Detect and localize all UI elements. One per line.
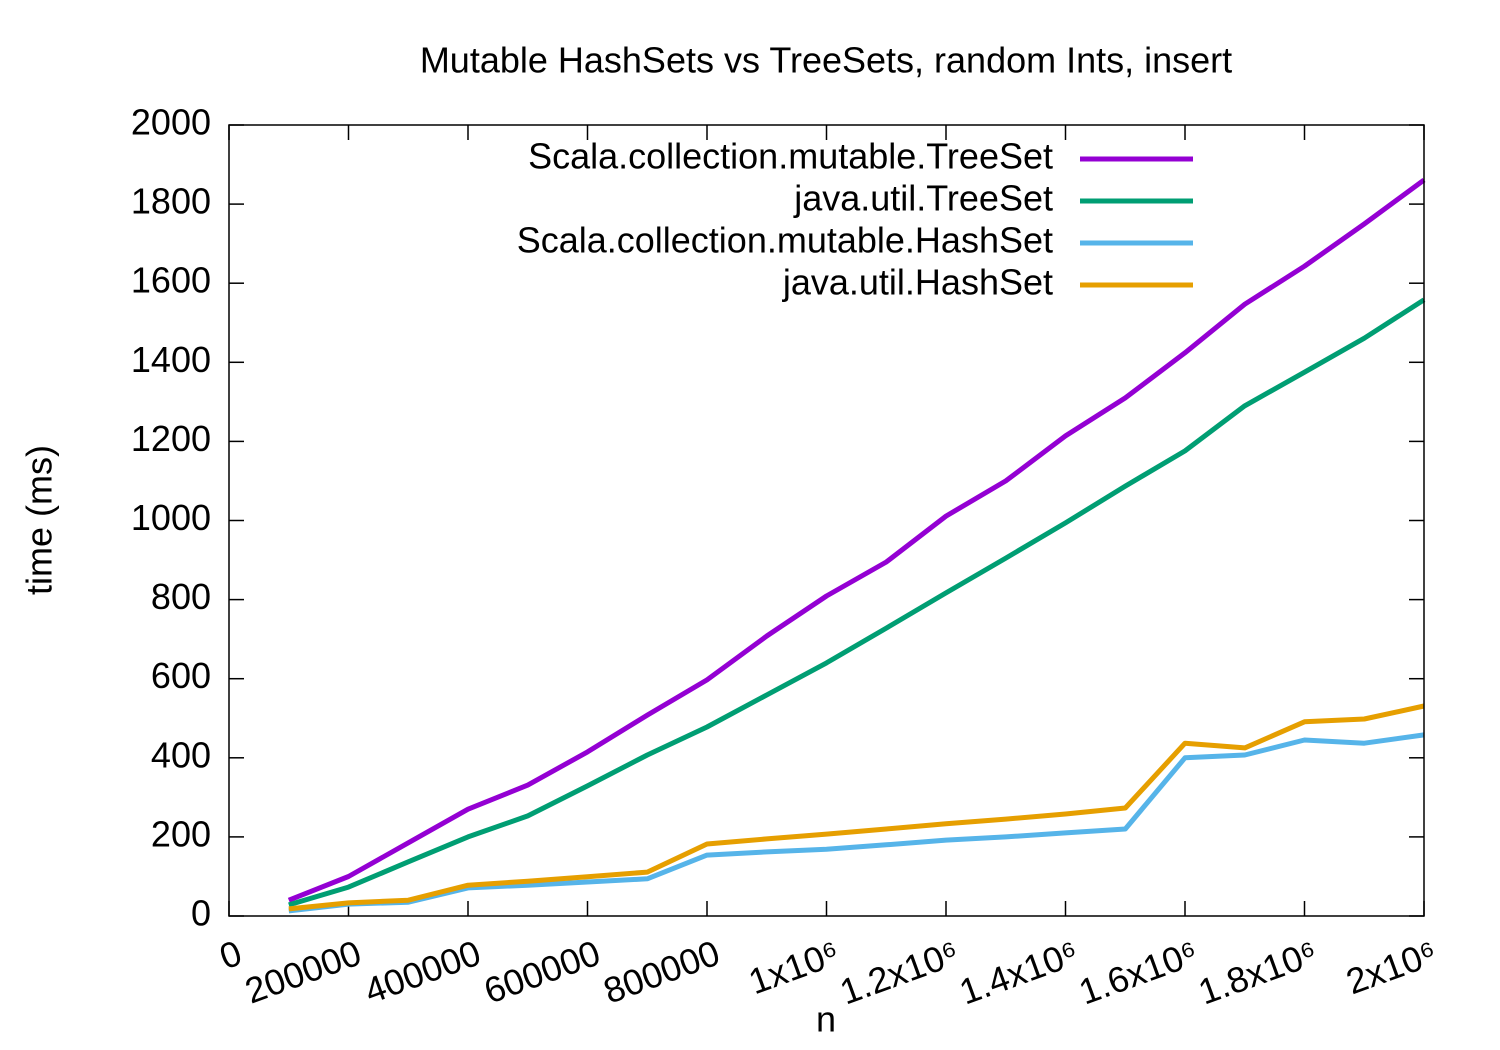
series-line <box>288 703 1425 912</box>
legend-label: Scala.collection.mutable.TreeSet <box>528 136 1053 177</box>
legend-label: java.util.TreeSet <box>793 178 1053 219</box>
y-tick-label: 1800 <box>131 181 211 222</box>
y-tick-label: 1200 <box>131 418 211 459</box>
y-tick-label: 1400 <box>131 339 211 380</box>
y-tick-label: 400 <box>151 734 211 775</box>
legend-label: Scala.collection.mutable.HashSet <box>517 220 1053 261</box>
y-tick-label: 1600 <box>131 260 211 301</box>
y-tick-label: 200 <box>151 813 211 854</box>
series-line <box>288 297 1426 908</box>
y-axis-label: time (ms) <box>19 445 60 595</box>
y-tick-label: 1000 <box>131 497 211 538</box>
y-tick-label: 2000 <box>131 102 211 143</box>
chart-title: Mutable HashSets vs TreeSets, random Int… <box>420 40 1232 81</box>
y-tick-label: 800 <box>151 576 211 617</box>
y-tick-label: 0 <box>191 893 211 934</box>
legend-label: java.util.HashSet <box>782 262 1053 303</box>
y-tick-label: 600 <box>151 655 211 696</box>
x-axis-label: n <box>816 999 836 1040</box>
series-line <box>288 732 1425 914</box>
series-line <box>287 177 1426 903</box>
plot-frame <box>228 124 1425 917</box>
